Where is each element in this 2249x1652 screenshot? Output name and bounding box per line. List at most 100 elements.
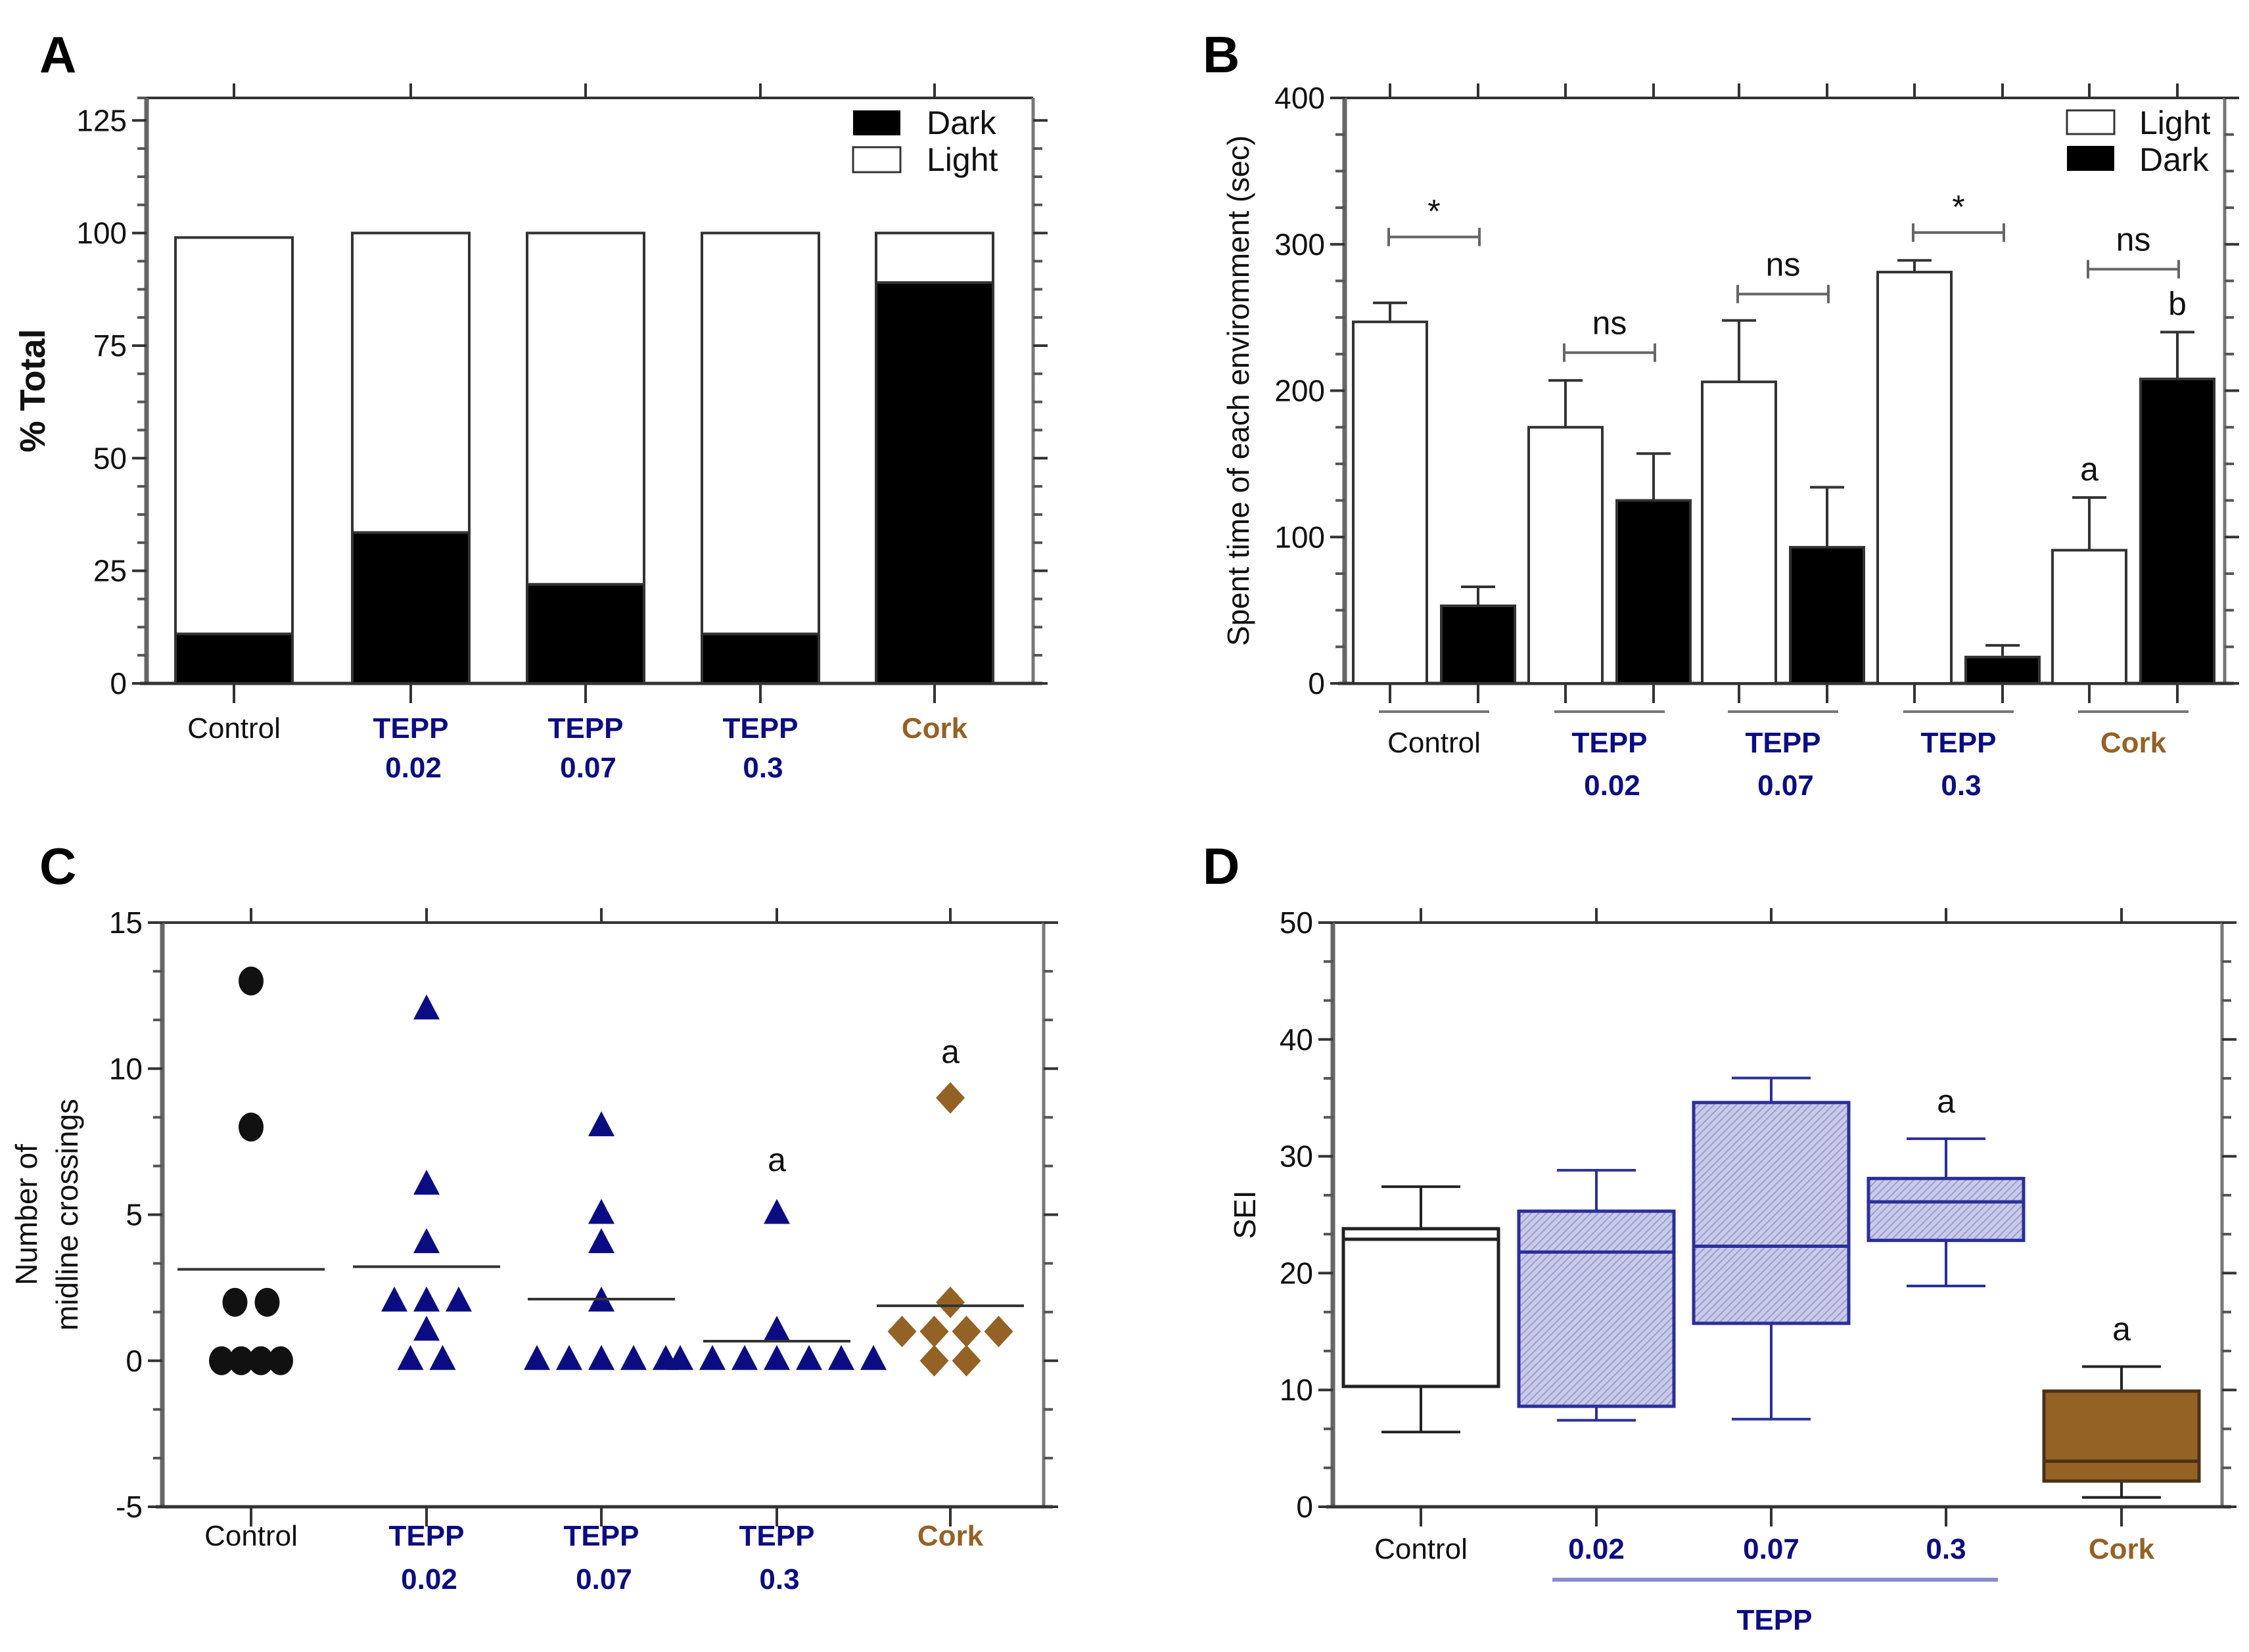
x-tick-label: Cork (902, 712, 968, 745)
y-axis-title: % Total (13, 329, 53, 453)
x-tick-label: Control (1374, 1533, 1468, 1565)
x-tick-label: TEPP (389, 1520, 465, 1552)
data-point-diamond (919, 1344, 949, 1377)
group-letter: a (768, 1141, 786, 1178)
data-point-triangle (413, 994, 440, 1020)
panel-c: C -5 0 5 10 15 a a Number of midline crossings Con… (9, 837, 1058, 1595)
bar-light (1701, 380, 1777, 685)
bar-light (351, 231, 471, 534)
bar-dark (2139, 377, 2215, 685)
data-point-triangle (413, 1316, 440, 1341)
y-tick-label: 200 (1274, 374, 1325, 408)
data-point-triangle (397, 1344, 424, 1370)
significance-label: ns (2116, 221, 2151, 258)
data-point-triangle (667, 1344, 693, 1370)
panel-b: B 0 100 200 300 400 * ns ns * ns a b Spent time of ea… (1203, 26, 2239, 802)
data-point-circle (229, 1346, 254, 1375)
box (1866, 1176, 2026, 1243)
data-point-triangle (446, 1286, 472, 1312)
panel-letter: D (1203, 837, 1240, 895)
y-tick-label: 10 (1280, 1373, 1313, 1407)
data-point-circle (268, 1346, 293, 1375)
data-point-diamond (952, 1344, 981, 1377)
y-axis-title-line1: Number of (9, 1144, 43, 1285)
data-point-triangle (764, 1199, 790, 1224)
legend-label: Light (927, 141, 998, 178)
x-tick-label: Control (1387, 727, 1481, 759)
y-tick-label: 125 (76, 103, 127, 137)
data-point-triangle (588, 1228, 614, 1253)
y-tick-label: 0 (1308, 666, 1325, 700)
x-tick-label: TEPP (723, 712, 799, 745)
y-tick-label: 400 (1274, 81, 1325, 115)
data-point-triangle (429, 1344, 456, 1370)
data-point-triangle (860, 1344, 887, 1370)
data-point-triangle (588, 1344, 614, 1370)
y-tick-label: 100 (1274, 520, 1325, 554)
y-tick-label: 5 (126, 1198, 143, 1232)
group-letter: a (1937, 1083, 1955, 1120)
x-tick-label-dose: 0.02 (401, 1563, 457, 1595)
legend-label: Dark (927, 104, 997, 141)
data-point-triangle (828, 1344, 854, 1370)
x-tick-label: TEPP (548, 712, 624, 745)
x-tick-label: Control (204, 1520, 298, 1552)
data-point-triangle (764, 1316, 790, 1341)
bar-dark (1615, 499, 1692, 685)
data-point-triangle (699, 1344, 726, 1370)
data-point-triangle (588, 1199, 614, 1224)
box (1692, 1101, 1851, 1325)
significance-label: * (1952, 189, 1964, 225)
data-point-circle (239, 1113, 264, 1142)
group-letter: a (941, 1033, 960, 1070)
box (1341, 1227, 1500, 1388)
y-tick-label: 0 (110, 666, 127, 700)
y-axis-title-line2: midline crossings (50, 1099, 84, 1331)
y-tick-label: 75 (93, 329, 127, 363)
y-tick-label: 0 (126, 1344, 143, 1378)
bar-light (701, 231, 820, 635)
bar-light (526, 231, 645, 586)
y-axis-title: Spent time of each enviromment (sec) (1221, 135, 1255, 646)
x-tick-label-dose: 0.02 (385, 752, 442, 784)
x-tick-label: 0.02 (1568, 1533, 1625, 1565)
data-point-triangle (731, 1344, 758, 1370)
x-tick-label: Cork (2100, 727, 2167, 759)
y-tick-label: 100 (76, 216, 127, 250)
group-letter: a (2112, 1311, 2131, 1348)
data-point-diamond (887, 1316, 917, 1348)
x-tick-label-dose: 0.3 (743, 752, 783, 784)
data-point-diamond (936, 1286, 965, 1318)
x-tick-label-dose: 0.07 (1757, 769, 1814, 802)
panel-letter: B (1203, 26, 1240, 83)
y-tick-label: 50 (93, 441, 127, 475)
x-tick-label: TEPP (1921, 727, 1997, 759)
y-tick-label: -5 (116, 1490, 143, 1524)
y-tick-label: 300 (1274, 227, 1325, 262)
significance-label: ns (1766, 246, 1801, 283)
data-point-diamond (952, 1316, 981, 1348)
bar-light (1527, 426, 1604, 685)
bar-light (2051, 549, 2127, 685)
box (1517, 1209, 1676, 1408)
group-label-tepp: TEPP (1737, 1604, 1813, 1636)
group-letter: b (2168, 285, 2187, 322)
legend-swatch-dark (2067, 146, 2114, 171)
data-point-diamond (984, 1316, 1013, 1348)
y-axis-title: SEI (1228, 1190, 1262, 1239)
data-point-triangle (413, 1286, 440, 1312)
x-tick-label: Cork (2089, 1533, 2155, 1565)
data-point-circle (209, 1346, 234, 1375)
x-tick-label: TEPP (1572, 727, 1648, 759)
x-tick-label: TEPP (564, 1520, 639, 1552)
bar-dark (526, 583, 645, 685)
legend-swatch-light (2066, 109, 2116, 135)
x-tick-label: 0.3 (1926, 1533, 1966, 1565)
y-tick-label: 0 (1296, 1490, 1313, 1524)
x-tick-label-dose: 0.3 (1941, 769, 1981, 802)
bar-dark (1964, 655, 2041, 685)
legend-swatch-light (852, 146, 902, 173)
legend-label: Light (2139, 104, 2211, 141)
bar-light (875, 231, 994, 285)
